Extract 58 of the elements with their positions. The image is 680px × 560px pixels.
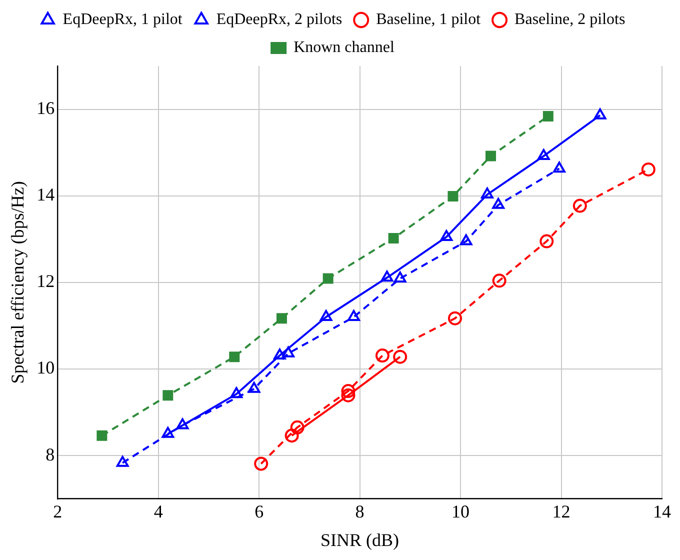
point [388, 233, 399, 244]
legend-label: Baseline, 2 pilots [514, 11, 626, 28]
point [448, 311, 462, 326]
legend-label: Baseline, 1 pilot [376, 11, 482, 28]
point [537, 149, 550, 160]
x-tick-label: 2 [53, 501, 62, 522]
legend-label: EqDeepRx, 2 pilots [216, 11, 342, 28]
x-tick-label: 14 [653, 501, 671, 522]
point [276, 313, 287, 324]
point [594, 108, 606, 120]
point [393, 350, 408, 364]
legend-label: Known channel [294, 39, 395, 56]
x-tick-label: 8 [355, 501, 364, 522]
y-tick-label: 8 [46, 444, 55, 464]
y-axis-title: Spectral efficiency (bps/Hz) [8, 181, 28, 384]
point [380, 270, 394, 282]
y-tick-label: 16 [36, 98, 55, 118]
point [229, 352, 240, 362]
x-axis-title: SINR (dB) [320, 530, 400, 550]
point [322, 273, 334, 284]
x-tick-label: 4 [154, 501, 163, 522]
point [553, 162, 566, 173]
point [162, 390, 174, 401]
point [492, 274, 506, 288]
point [290, 420, 304, 434]
point [448, 191, 458, 202]
point [282, 346, 294, 358]
point [116, 456, 129, 467]
point [540, 234, 554, 248]
point [320, 310, 332, 322]
x-tick-label: 10 [452, 501, 470, 522]
x-tick-label: 6 [254, 501, 264, 522]
point [641, 162, 656, 176]
point [440, 230, 453, 241]
point [481, 188, 494, 199]
legend-label: EqDeepRx, 1 pilot [62, 11, 183, 28]
point [542, 110, 554, 122]
point [274, 348, 286, 360]
point [375, 348, 390, 363]
point [162, 426, 174, 438]
point [96, 430, 108, 441]
point [341, 384, 356, 398]
x-tick-label: 12 [552, 501, 570, 522]
point [341, 388, 356, 402]
point [284, 428, 299, 443]
point [492, 198, 505, 209]
y-tick-label: 10 [36, 358, 55, 378]
point [348, 310, 360, 322]
point [254, 456, 268, 471]
point [394, 272, 406, 283]
y-tick-label: 12 [36, 271, 55, 292]
point [572, 198, 587, 213]
y-tick-label: 14 [36, 184, 55, 205]
point [248, 382, 260, 393]
point [230, 387, 243, 398]
point [486, 150, 496, 162]
point [176, 418, 189, 430]
point [460, 234, 472, 246]
